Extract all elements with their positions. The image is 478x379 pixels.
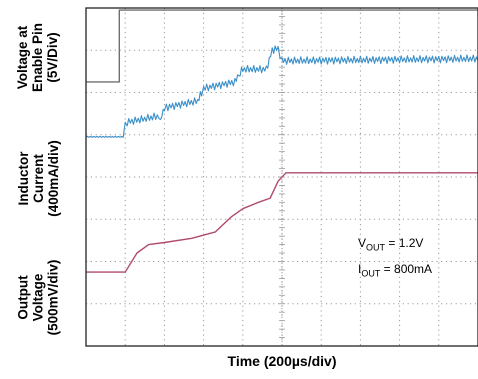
vout-annotation: VOUT = 1.2V [358, 236, 424, 253]
enable-voltage-trace [86, 9, 478, 83]
plot-traces [85, 9, 478, 273]
inductor-current-trace [85, 45, 478, 138]
x-axis-label: Time (200µs/div) [227, 353, 337, 369]
iout-annotation: IOUT = 800mA [358, 262, 433, 279]
output-voltage-trace [86, 172, 478, 273]
inductor-current-axis-label: Inductor Current (400mA/div) [15, 139, 61, 217]
plot-frame [85, 7, 478, 347]
output-voltage-axis-label: Output Voltage (500mV/div) [15, 259, 61, 336]
enable-pin-axis-label: Voltage at Enable Pin (5V/Div) [15, 22, 61, 93]
